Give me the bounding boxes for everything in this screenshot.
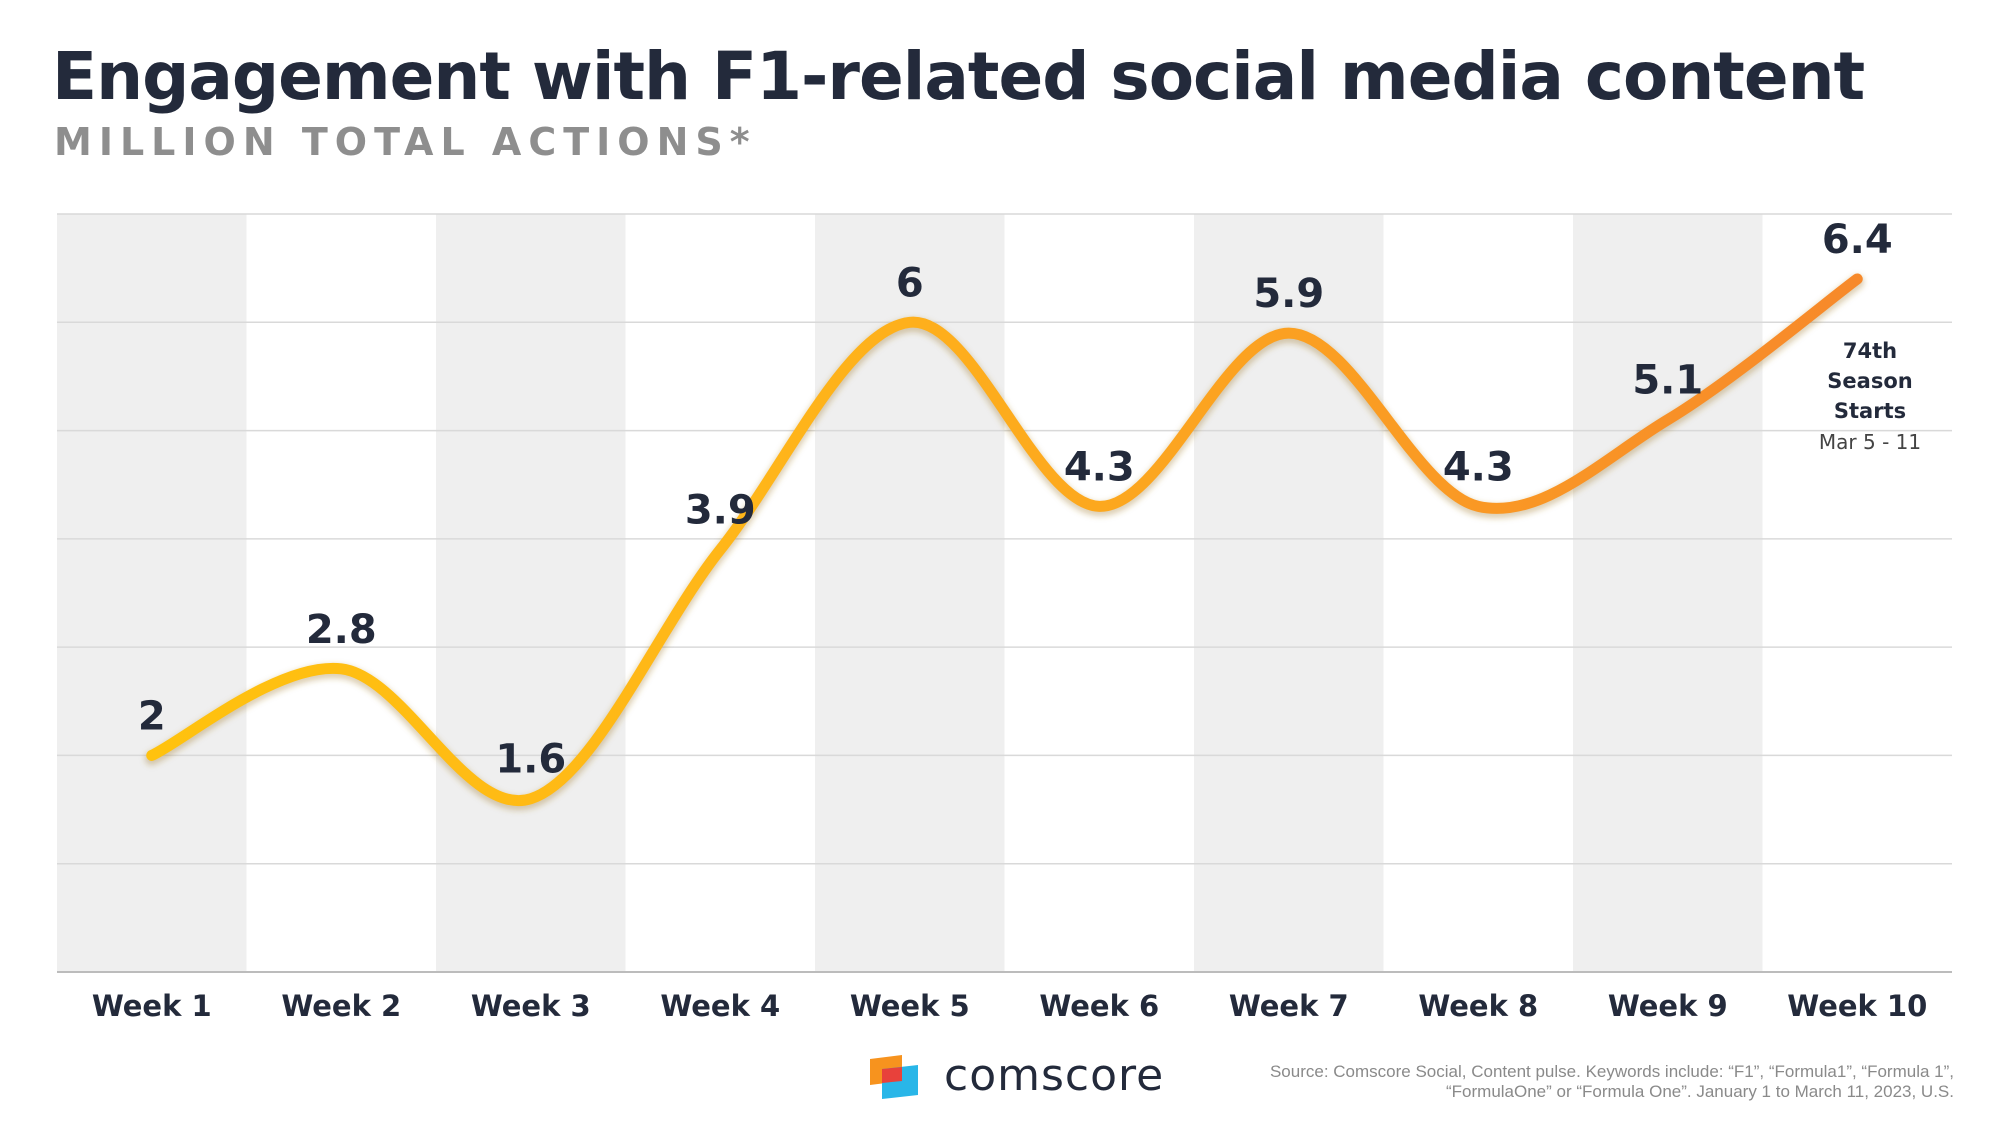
data-label: 2 <box>138 693 166 739</box>
x-tick-label: Week 4 <box>660 989 780 1023</box>
column-band <box>436 214 626 972</box>
series-line <box>144 273 1865 811</box>
chart-title: Engagement with F1-related social media … <box>52 38 1865 115</box>
data-point <box>525 793 536 804</box>
x-tick-label: Week 3 <box>471 989 591 1023</box>
season-annotation: 74th Season Starts Mar 5 - 11 <box>1800 336 1940 454</box>
x-tick-label: Week 9 <box>1608 989 1728 1023</box>
data-point <box>1094 501 1105 512</box>
data-point <box>715 544 726 555</box>
data-label: 5.1 <box>1632 358 1703 404</box>
x-tick-label: Week 5 <box>850 989 970 1023</box>
x-tick-label: Week 6 <box>1039 989 1159 1023</box>
x-axis-ticks: Week 1 Week 2 Week 3 Week 4 Week 5 Week 6 Week… <box>92 989 1927 1023</box>
x-tick-label: Week 8 <box>1418 989 1538 1023</box>
data-label: 5.9 <box>1253 271 1324 317</box>
column-bands <box>57 214 1763 972</box>
data-label: 1.6 <box>495 737 566 783</box>
x-tick-label: Week 10 <box>1787 989 1927 1023</box>
x-tick-label: Week 7 <box>1229 989 1349 1023</box>
data-point <box>336 663 347 674</box>
column-band <box>1573 214 1763 972</box>
gridlines <box>57 213 1952 973</box>
logo-text: comscore <box>944 1050 1165 1101</box>
annotation-date: Mar 5 - 11 <box>1818 430 1922 454</box>
comscore-logo-icon <box>870 1055 918 1099</box>
chart-subtitle: MILLION TOTAL ACTIONS* <box>54 120 757 164</box>
data-point <box>146 750 157 761</box>
data-labels: 2 2.8 1.6 3.9 6 4.3 5.9 4.3 5.1 6.4 <box>138 217 1893 783</box>
data-point <box>1283 328 1294 339</box>
column-band <box>57 214 247 972</box>
data-label: 3.9 <box>685 488 756 534</box>
data-label: 2.8 <box>306 607 377 653</box>
data-label: 4.3 <box>1064 444 1135 490</box>
data-label: 6.4 <box>1822 217 1893 263</box>
x-tick-label: Week 1 <box>92 989 212 1023</box>
data-point <box>904 317 915 328</box>
data-point <box>1662 414 1673 425</box>
data-label: 4.3 <box>1443 444 1514 490</box>
column-band <box>815 214 1005 972</box>
data-label: 6 <box>896 260 924 306</box>
series-line-path <box>146 273 1863 807</box>
annotation-title: 74th Season Starts <box>1827 339 1913 423</box>
data-point <box>1852 273 1863 284</box>
source-note: Source: Comscore Social, Content pulse. … <box>1269 1062 1954 1101</box>
x-tick-label: Week 2 <box>281 989 401 1023</box>
data-point <box>1473 501 1484 512</box>
